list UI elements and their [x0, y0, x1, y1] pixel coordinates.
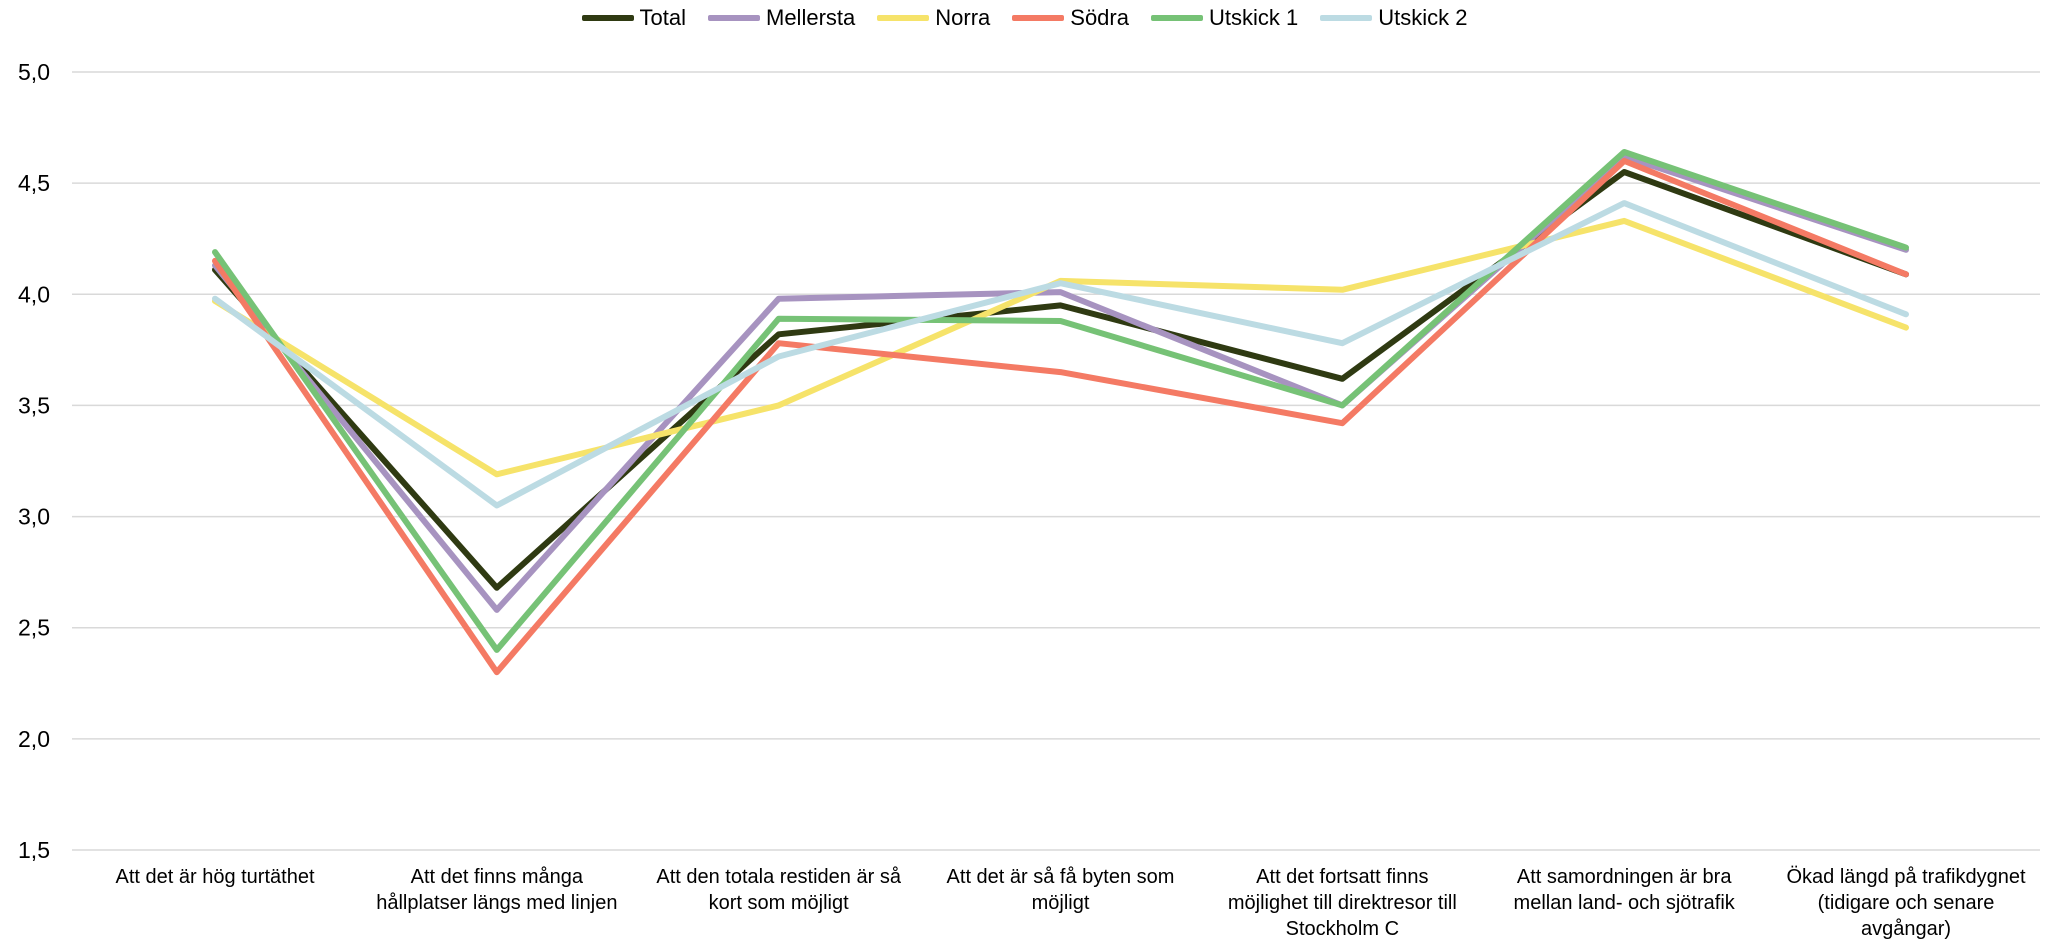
y-tick-label: 5,0	[18, 59, 50, 85]
x-category-label-line: möjligt	[1032, 892, 1090, 914]
x-category-label-line: (tidigare och senare	[1818, 892, 1995, 914]
x-category-label: Att det fortsatt finns möjlighet till dir…	[1228, 866, 1457, 940]
x-category-label-line: Att det finns många	[411, 866, 584, 888]
legend-label: Norra	[935, 5, 991, 30]
x-category-label-line: Att samordningen är bra	[1517, 866, 1732, 888]
x-category-label-line: Att det fortsatt finns	[1256, 866, 1428, 888]
series-line-norra	[212, 217, 1909, 478]
legend-swatch	[581, 15, 634, 21]
legend-item: Mellersta	[708, 5, 855, 31]
x-category-label-line: Ökad längd på trafikdygnet	[1786, 866, 2025, 888]
x-category-label-line: Att den totala restiden är så	[656, 866, 901, 888]
series-line-total	[212, 169, 1909, 591]
series-line-mellersta	[212, 153, 1909, 613]
y-axis-ticks: 1,5 2,0 2,5 3,0 3,5 4,0 4,5 5,0	[18, 59, 50, 863]
x-category-label-line: hållplatser längs med linjen	[376, 892, 617, 914]
legend: Total Mellersta Norra Södra Utskick 1 Utskick…	[0, 2, 2049, 34]
x-category-label-line: mellan land- och sjötrafik	[1514, 892, 1736, 914]
x-category-label: Att det är så få byten som möjligt	[947, 866, 1175, 914]
y-tick-label: 4,0	[18, 281, 50, 307]
x-category-label: Att samordningen är bra mellan land- och …	[1514, 866, 1736, 914]
x-category-label-line: möjlighet till direktresor till	[1228, 892, 1457, 914]
y-tick-label: 2,5	[18, 615, 50, 641]
x-category-label: Att den totala restiden är så kort som mö…	[656, 866, 901, 914]
x-category-label-line: Stockholm C	[1286, 918, 1399, 940]
legend-swatch	[1150, 15, 1203, 21]
series-lines	[212, 149, 1909, 676]
legend-item: Total	[581, 5, 686, 31]
legend-item: Södra	[1012, 5, 1129, 31]
x-category-label: Att det är hög turtäthet	[115, 866, 314, 888]
legend-label: Utskick 2	[1378, 5, 1468, 30]
legend-swatch	[877, 15, 930, 21]
x-category-label-line: kort som möjligt	[709, 892, 849, 914]
legend-label: Total	[639, 5, 686, 30]
legend-swatch	[1012, 15, 1065, 21]
gridlines	[72, 71, 2040, 851]
legend-label: Södra	[1070, 5, 1129, 30]
series-line-utskick-1	[212, 149, 1909, 653]
y-tick-label: 1,5	[18, 837, 50, 863]
legend-swatch	[708, 15, 760, 21]
y-tick-label: 3,5	[18, 392, 50, 418]
x-category-label: Ökad längd på trafikdygnet (tidigare och …	[1786, 866, 2025, 940]
legend-item: Utskick 2	[1320, 5, 1467, 31]
x-category-label-line: Att det är hög turtäthet	[115, 866, 314, 888]
legend-swatch	[1320, 15, 1373, 21]
legend-item: Utskick 1	[1150, 5, 1299, 31]
legend-label: Mellersta	[766, 5, 856, 30]
x-category-label: Att det finns många hållplatser längs med…	[376, 866, 617, 914]
y-tick-label: 2,0	[18, 726, 50, 752]
y-tick-label: 4,5	[18, 170, 50, 196]
legend-item: Norra	[877, 5, 990, 31]
series-line-utskick-2	[212, 200, 1909, 509]
x-axis-labels: Att det är hög turtäthet Att det finns må…	[115, 866, 2025, 940]
y-tick-label: 3,0	[18, 504, 50, 530]
x-category-label-line: Att det är så få byten som	[947, 866, 1175, 888]
x-category-label-line: avgångar)	[1861, 918, 1951, 940]
legend-label: Utskick 1	[1208, 5, 1299, 30]
series-line-södra	[212, 157, 1909, 676]
